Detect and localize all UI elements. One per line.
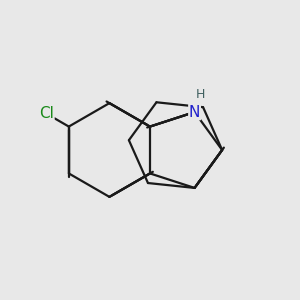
Text: Cl: Cl	[39, 106, 54, 121]
Text: N: N	[189, 105, 200, 120]
Text: H: H	[196, 88, 205, 101]
